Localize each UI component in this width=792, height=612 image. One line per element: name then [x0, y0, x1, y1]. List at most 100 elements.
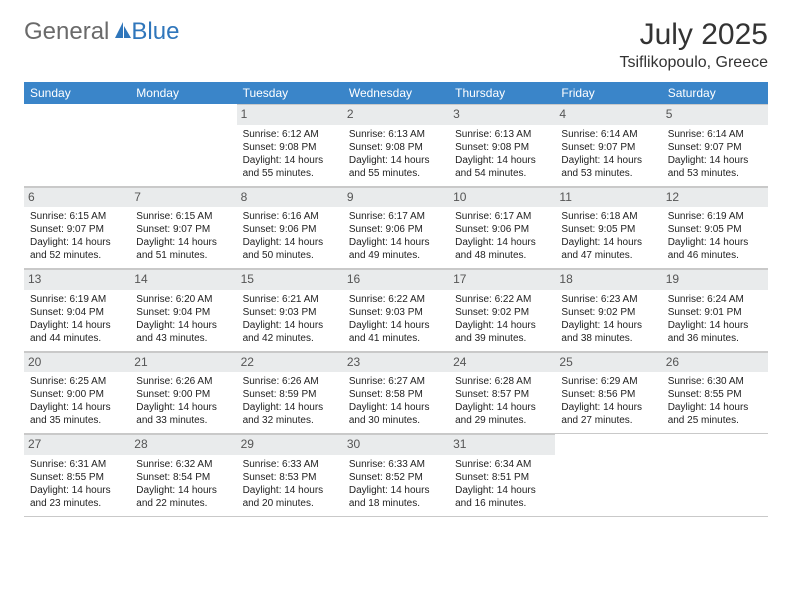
daylight-line: Daylight: 14 hours and 18 minutes.	[349, 484, 443, 510]
sunrise-line: Sunrise: 6:22 AM	[349, 293, 443, 306]
week-row: 1Sunrise: 6:12 AMSunset: 9:08 PMDaylight…	[24, 104, 768, 186]
sunrise-line: Sunrise: 6:29 AM	[561, 375, 655, 388]
day-header-row: SundayMondayTuesdayWednesdayThursdayFrid…	[24, 82, 768, 104]
sunrise-line: Sunrise: 6:26 AM	[243, 375, 337, 388]
day-cell: 13Sunrise: 6:19 AMSunset: 9:04 PMDayligh…	[24, 269, 130, 352]
day-cell	[130, 104, 236, 186]
day-cell: 6Sunrise: 6:15 AMSunset: 9:07 PMDaylight…	[24, 186, 130, 269]
day-cell: 3Sunrise: 6:13 AMSunset: 9:08 PMDaylight…	[449, 104, 555, 186]
sunrise-line: Sunrise: 6:15 AM	[30, 210, 124, 223]
sunset-line: Sunset: 9:03 PM	[349, 306, 443, 319]
day-number: 16	[343, 269, 449, 290]
day-header: Saturday	[662, 82, 768, 104]
day-cell: 25 Sunrise: 6:29 AMSunset: 8:56 PMDayligh…	[555, 351, 661, 434]
sunrise-line: Sunrise: 6:28 AM	[455, 375, 549, 388]
day-cell: 28Sunrise: 6:32 AMSunset: 8:54 PMDayligh…	[130, 434, 236, 517]
daylight-line: Daylight: 14 hours and 16 minutes.	[455, 484, 549, 510]
sunset-line: Sunset: 8:58 PM	[349, 388, 443, 401]
day-number: 14	[130, 269, 236, 290]
daylight-line: Daylight: 14 hours and 47 minutes.	[561, 236, 655, 262]
sunset-line: Sunset: 9:07 PM	[668, 141, 762, 154]
day-cell: 11Sunrise: 6:18 AMSunset: 9:05 PMDayligh…	[555, 186, 661, 269]
sunset-line: Sunset: 9:06 PM	[243, 223, 337, 236]
header: General Blue July 2025 Tsiflikopoulo, Gr…	[24, 18, 768, 72]
month-title: July 2025	[619, 18, 768, 52]
day-header: Thursday	[449, 82, 555, 104]
sunrise-line: Sunrise: 6:30 AM	[668, 375, 762, 388]
daylight-line: Daylight: 14 hours and 32 minutes.	[243, 401, 337, 427]
day-cell: 2Sunrise: 6:13 AMSunset: 9:08 PMDaylight…	[343, 104, 449, 186]
day-header: Sunday	[24, 82, 130, 104]
sunrise-line: Sunrise: 6:22 AM	[455, 293, 549, 306]
day-number: 13	[24, 269, 130, 290]
daylight-line: Daylight: 14 hours and 30 minutes.	[349, 401, 443, 427]
sunset-line: Sunset: 8:55 PM	[30, 471, 124, 484]
sunrise-line: Sunrise: 6:15 AM	[136, 210, 230, 223]
sunset-line: Sunset: 9:07 PM	[561, 141, 655, 154]
daylight-line: Daylight: 14 hours and 27 minutes.	[561, 401, 655, 427]
sunset-line: Sunset: 8:56 PM	[561, 388, 655, 401]
sunrise-line: Sunrise: 6:34 AM	[455, 458, 549, 471]
brand-logo: General Blue	[24, 18, 179, 46]
sunset-line: Sunset: 9:06 PM	[349, 223, 443, 236]
day-number: 4	[555, 104, 661, 125]
day-cell: 24Sunrise: 6:28 AMSunset: 8:57 PMDayligh…	[449, 351, 555, 434]
day-number: 15	[237, 269, 343, 290]
day-cell	[662, 434, 768, 517]
sunrise-line: Sunrise: 6:19 AM	[30, 293, 124, 306]
day-number: 6	[24, 187, 130, 208]
daylight-line: Daylight: 14 hours and 55 minutes.	[243, 154, 337, 180]
sunrise-line: Sunrise: 6:16 AM	[243, 210, 337, 223]
daylight-line: Daylight: 14 hours and 53 minutes.	[668, 154, 762, 180]
day-number: 10	[449, 187, 555, 208]
sunset-line: Sunset: 9:00 PM	[136, 388, 230, 401]
location-label: Tsiflikopoulo, Greece	[619, 54, 768, 72]
daylight-line: Daylight: 14 hours and 33 minutes.	[136, 401, 230, 427]
daylight-line: Daylight: 14 hours and 25 minutes.	[668, 401, 762, 427]
day-cell: 31Sunrise: 6:34 AMSunset: 8:51 PMDayligh…	[449, 434, 555, 517]
sunrise-line: Sunrise: 6:14 AM	[668, 128, 762, 141]
day-number: 2	[343, 104, 449, 125]
daylight-line: Daylight: 14 hours and 54 minutes.	[455, 154, 549, 180]
day-number: 7	[130, 187, 236, 208]
day-number: 17	[449, 269, 555, 290]
sunrise-line: Sunrise: 6:20 AM	[136, 293, 230, 306]
sunrise-line: Sunrise: 6:17 AM	[455, 210, 549, 223]
day-cell: 27Sunrise: 6:31 AMSunset: 8:55 PMDayligh…	[24, 434, 130, 517]
sunset-line: Sunset: 9:05 PM	[561, 223, 655, 236]
day-cell: 12Sunrise: 6:19 AMSunset: 9:05 PMDayligh…	[662, 186, 768, 269]
day-number: 30	[343, 434, 449, 455]
sunrise-line: Sunrise: 6:24 AM	[668, 293, 762, 306]
day-cell: 22Sunrise: 6:26 AMSunset: 8:59 PMDayligh…	[237, 351, 343, 434]
day-cell: 15Sunrise: 6:21 AMSunset: 9:03 PMDayligh…	[237, 269, 343, 352]
sunset-line: Sunset: 8:52 PM	[349, 471, 443, 484]
daylight-line: Daylight: 14 hours and 39 minutes.	[455, 319, 549, 345]
sunset-line: Sunset: 8:53 PM	[243, 471, 337, 484]
sunrise-line: Sunrise: 6:31 AM	[30, 458, 124, 471]
sunset-line: Sunset: 9:00 PM	[30, 388, 124, 401]
sunrise-line: Sunrise: 6:33 AM	[349, 458, 443, 471]
day-number: 25	[555, 352, 661, 373]
sunset-line: Sunset: 9:08 PM	[455, 141, 549, 154]
sunrise-line: Sunrise: 6:12 AM	[243, 128, 337, 141]
daylight-line: Daylight: 14 hours and 52 minutes.	[30, 236, 124, 262]
day-header: Wednesday	[343, 82, 449, 104]
day-cell: 8Sunrise: 6:16 AMSunset: 9:06 PMDaylight…	[237, 186, 343, 269]
daylight-line: Daylight: 14 hours and 43 minutes.	[136, 319, 230, 345]
week-row: 13Sunrise: 6:19 AMSunset: 9:04 PMDayligh…	[24, 269, 768, 352]
day-cell: 7Sunrise: 6:15 AMSunset: 9:07 PMDaylight…	[130, 186, 236, 269]
sunset-line: Sunset: 9:04 PM	[136, 306, 230, 319]
day-number: 20	[24, 352, 130, 373]
day-number: 18	[555, 269, 661, 290]
day-number: 1	[237, 104, 343, 125]
sunrise-line: Sunrise: 6:18 AM	[561, 210, 655, 223]
day-number: 26	[662, 352, 768, 373]
daylight-line: Daylight: 14 hours and 36 minutes.	[668, 319, 762, 345]
daylight-line: Daylight: 14 hours and 50 minutes.	[243, 236, 337, 262]
daylight-line: Daylight: 14 hours and 55 minutes.	[349, 154, 443, 180]
sunset-line: Sunset: 9:06 PM	[455, 223, 549, 236]
day-cell: 4Sunrise: 6:14 AMSunset: 9:07 PMDaylight…	[555, 104, 661, 186]
day-cell: 1Sunrise: 6:12 AMSunset: 9:08 PMDaylight…	[237, 104, 343, 186]
day-number: 22	[237, 352, 343, 373]
sunrise-line: Sunrise: 6:23 AM	[561, 293, 655, 306]
